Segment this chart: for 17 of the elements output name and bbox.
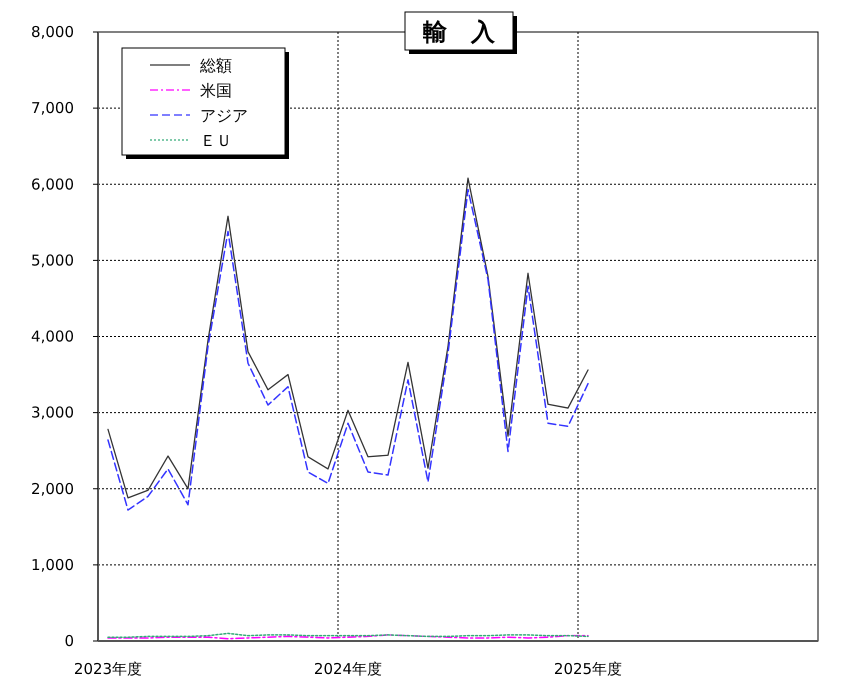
y-tick-label: 7,000 [31,99,74,118]
y-tick-label: 0 [64,632,74,650]
x-tick-label: 2023年度 [74,660,142,678]
legend-label: アジア [200,106,248,125]
legend-label: 総額 [199,56,232,75]
legend-label: ＥＵ [200,131,232,150]
y-tick-label: 1,000 [31,556,74,574]
y-tick-label: 4,000 [31,328,74,346]
y-tick-label: 8,000 [31,23,74,41]
y-tick-label: 6,000 [31,175,74,194]
legend-label: 米国 [200,81,232,100]
y-tick-label: 3,000 [31,404,74,422]
x-tick-label: 2024年度 [314,660,382,678]
y-tick-label: 5,000 [31,251,74,270]
y-tick-label: 2,000 [31,480,74,498]
x-tick-label: 2025年度 [554,660,622,678]
chart-title: 輸 入 [422,18,496,46]
